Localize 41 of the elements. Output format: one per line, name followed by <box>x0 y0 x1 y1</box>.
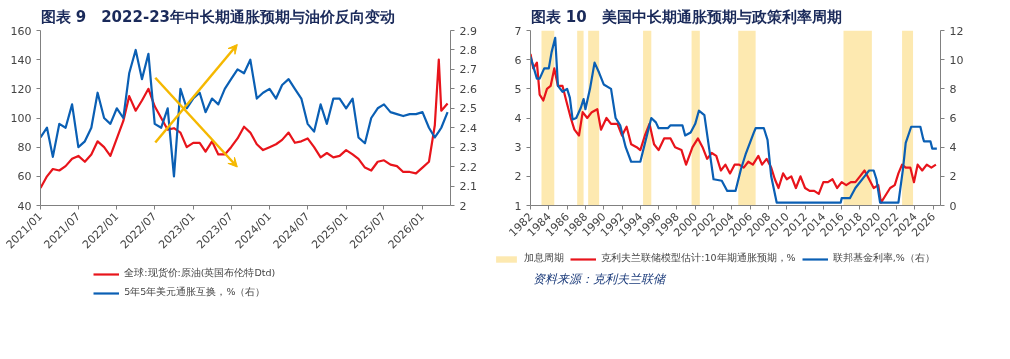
y2-tick-label: 8 <box>949 82 957 96</box>
y2-tick-label: 2.9 <box>459 24 477 38</box>
y2-tick-label: 12 <box>949 24 964 38</box>
legend-label: 5年5年美元通胀互换，%（右） <box>124 286 266 299</box>
y-tick-label: 2 <box>514 170 522 184</box>
y2-tick-label: 10 <box>949 53 964 67</box>
y-tick-label: 100 <box>10 112 32 125</box>
y2-tick-label: 2.4 <box>459 121 477 135</box>
y2-tick-label: 2 <box>949 170 957 184</box>
y2-tick-label: 2.8 <box>459 43 477 57</box>
legend-label: 克利夫兰联储模型估计:10年期通胀预期，% <box>601 252 796 265</box>
legend-label: 加息周期 <box>524 252 565 265</box>
y2-tick-label: 2.7 <box>459 63 477 77</box>
y-tick-label: 140 <box>10 53 32 67</box>
chart-title: 图表 10 美国中长期通胀预期与政策利率周期 <box>530 7 842 26</box>
line-series <box>40 48 449 178</box>
y2-tick-label: 2.2 <box>459 160 477 174</box>
chart-title: 图表 9 2022-23年中长期通胀预期与油价反向变动 <box>40 7 396 26</box>
y-tick-label: 6 <box>514 53 522 67</box>
y-tick-label: 120 <box>10 82 32 96</box>
y2-tick-label: 2.1 <box>459 180 477 194</box>
y2-tick-label: 0 <box>949 199 957 213</box>
y2-tick-label: 4 <box>949 141 957 155</box>
y-tick-label: 60 <box>17 170 32 184</box>
y-tick-label: 4 <box>514 112 522 125</box>
text: 资料来源：克利夫兰联储 <box>532 271 667 286</box>
y2-tick-label: 2 <box>459 199 467 213</box>
y-tick-label: 40 <box>17 199 32 213</box>
y2-tick-label: 6 <box>949 112 957 125</box>
y2-tick-label: 2.6 <box>459 82 477 96</box>
legend-label: 联邦基金利率,%（右） <box>832 252 935 265</box>
y-tick-label: 80 <box>17 141 32 155</box>
legend-label: 全球:现货价:原油(英国布伦特Dtd) <box>124 267 276 280</box>
y-tick-label: 1 <box>514 199 522 213</box>
line-series <box>40 58 449 190</box>
y-tick-label: 3 <box>514 141 522 155</box>
y-tick-label: 5 <box>514 82 522 96</box>
y2-tick-label: 2.5 <box>459 102 477 116</box>
y-tick-label: 7 <box>514 24 522 38</box>
y-tick-label: 160 <box>10 24 32 38</box>
y2-tick-label: 2.3 <box>459 141 477 155</box>
